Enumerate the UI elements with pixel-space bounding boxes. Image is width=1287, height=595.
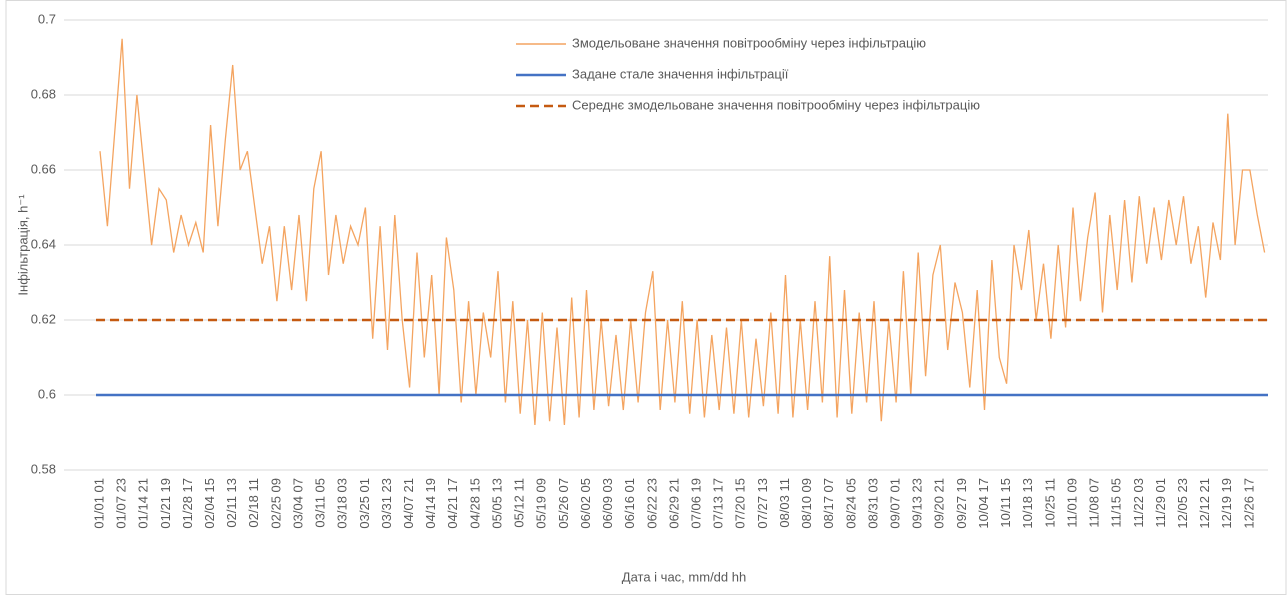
x-tick-label: 02/25 09 [268, 478, 283, 529]
x-tick-label: 07/20 15 [733, 478, 748, 529]
x-tick-label: 03/31 23 [379, 478, 394, 529]
chart-frame [5, 0, 1287, 595]
y-tick-label: 0.62 [31, 311, 56, 326]
legend-label: Задане стале значення інфільтрації [572, 66, 789, 81]
x-tick-label: 03/18 03 [335, 478, 350, 529]
x-tick-label: 06/09 03 [600, 478, 615, 529]
x-tick-label: 01/28 17 [180, 478, 195, 529]
y-tick-label: 0.66 [31, 161, 56, 176]
x-tick-label: 12/26 17 [1241, 478, 1256, 529]
x-tick-label: 08/24 05 [843, 478, 858, 529]
x-tick-label: 09/27 19 [954, 478, 969, 529]
x-tick-label: 10/04 17 [976, 478, 991, 529]
x-tick-label: 07/27 13 [755, 478, 770, 529]
x-tick-label: 06/02 05 [578, 478, 593, 529]
x-tick-label: 02/04 15 [202, 478, 217, 529]
x-tick-label: 06/16 01 [622, 478, 637, 529]
x-axis-title: Дата і час, mm/dd hh [622, 569, 746, 584]
x-tick-label: 08/03 11 [777, 478, 792, 528]
x-tick-label: 04/28 15 [467, 478, 482, 529]
x-tick-label: 02/11 13 [224, 478, 239, 528]
y-tick-label: 0.64 [31, 236, 56, 251]
x-tick-label: 09/07 01 [888, 478, 903, 529]
x-tick-label: 02/18 11 [246, 478, 261, 528]
x-tick-label: 01/07 23 [114, 478, 129, 529]
x-tick-label: 03/04 07 [290, 478, 305, 529]
x-tick-label: 06/29 21 [666, 478, 681, 529]
x-tick-label: 12/19 19 [1219, 478, 1234, 529]
x-tick-label: 10/11 15 [998, 478, 1013, 528]
x-tick-label: 11/15 05 [1109, 478, 1124, 528]
x-tick-label: 07/13 17 [711, 478, 726, 529]
x-tick-label: 04/14 19 [423, 478, 438, 529]
x-tick-label: 09/20 21 [932, 478, 947, 529]
x-tick-label: 08/17 07 [821, 478, 836, 529]
x-tick-label: 05/05 13 [489, 478, 504, 529]
x-tick-label: 08/31 03 [865, 478, 880, 529]
x-tick-label: 11/01 09 [1064, 478, 1079, 528]
x-tick-label: 04/07 21 [401, 478, 416, 529]
x-tick-label: 05/26 07 [556, 478, 571, 529]
x-tick-label: 01/01 01 [91, 478, 106, 529]
x-tick-label: 11/08 07 [1087, 478, 1102, 528]
x-tick-label: 12/12 21 [1197, 478, 1212, 529]
x-tick-label: 11/29 01 [1153, 478, 1168, 528]
x-tick-label: 08/10 09 [799, 478, 814, 529]
x-tick-label: 09/13 23 [910, 478, 925, 529]
y-tick-label: 0.6 [38, 386, 56, 401]
x-tick-label: 12/05 23 [1175, 478, 1190, 529]
x-tick-label: 06/22 23 [644, 478, 659, 529]
y-tick-label: 0.68 [31, 86, 56, 101]
data-line [99, 38, 1266, 426]
y-tick-label: 0.58 [31, 461, 56, 476]
x-tick-label: 07/06 19 [688, 478, 703, 529]
x-tick-label: 04/21 17 [445, 478, 460, 529]
x-tick-label: 03/11 05 [313, 478, 328, 528]
x-tick-label: 05/12 11 [512, 478, 527, 528]
legend-label: Середнє змодельоване значення повітрообм… [572, 97, 980, 112]
x-tick-label: 10/25 11 [1042, 478, 1057, 528]
x-tick-label: 05/19 09 [534, 478, 549, 529]
x-tick-label: 11/22 03 [1131, 478, 1146, 528]
x-tick-label: 03/25 01 [357, 478, 372, 529]
legend-label: Змодельоване значення повітрообміну чере… [572, 35, 926, 50]
y-tick-label: 0.7 [38, 11, 56, 26]
x-tick-label: 01/21 19 [158, 478, 173, 529]
x-tick-label: 10/18 13 [1020, 478, 1035, 529]
y-axis-title: Інфільтрація, h⁻¹ [15, 194, 30, 296]
x-tick-label: 01/14 21 [136, 478, 151, 529]
